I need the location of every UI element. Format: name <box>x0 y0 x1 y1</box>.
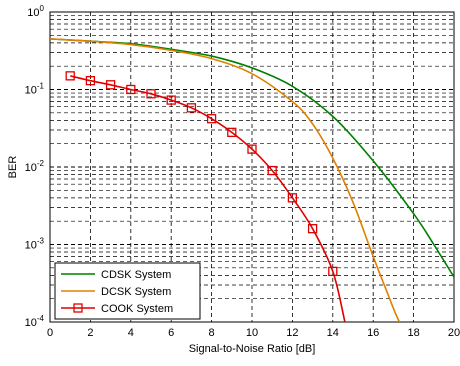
x-tick-label: 0 <box>47 327 53 339</box>
plot-frame <box>49 11 455 323</box>
data-point <box>65 71 75 81</box>
y-tick-label: 10-4 <box>25 314 45 329</box>
x-tick-label: 20 <box>448 327 460 339</box>
y-tick-exponent: -4 <box>37 314 45 323</box>
series-line <box>50 38 454 278</box>
data-point <box>206 114 217 124</box>
data-point <box>227 127 237 137</box>
data-point <box>186 103 197 113</box>
x-tick-label: 14 <box>327 327 339 339</box>
data-point <box>146 89 156 99</box>
legend-item: CDSK System <box>61 269 171 281</box>
series-cdsk-system <box>50 38 454 278</box>
series-line <box>70 75 346 322</box>
y-tick-base: 10 <box>27 7 39 19</box>
series-cook-system <box>65 71 346 322</box>
y-tick-base: 10 <box>25 85 37 97</box>
data-point <box>105 80 116 90</box>
x-tick-label: 10 <box>246 327 258 339</box>
legend-label: DCSK System <box>101 286 171 298</box>
data-point <box>85 76 96 86</box>
y-axis-label: BER <box>7 156 19 179</box>
data-point <box>267 165 277 176</box>
data-point <box>287 193 298 203</box>
legend-item: DCSK System <box>61 286 171 298</box>
y-tick-label: 10-3 <box>25 237 45 252</box>
x-tick-label: 12 <box>286 327 298 339</box>
legend-item: COOK System <box>61 303 173 315</box>
legend-label: COOK System <box>101 303 173 315</box>
y-tick-label: 100 <box>27 4 44 19</box>
y-tick-base: 10 <box>25 240 37 252</box>
data-point <box>247 144 257 154</box>
legend-label: CDSK System <box>101 269 171 281</box>
x-tick-label: 6 <box>168 327 174 339</box>
x-tick-label: 18 <box>407 327 419 339</box>
legend: CDSK System DCSK System COOK System <box>54 262 201 320</box>
y-tick-exponent: -1 <box>37 82 45 91</box>
series-line <box>50 38 401 322</box>
x-axis-label: Signal-to-Noise Ratio [dB] <box>189 343 316 355</box>
grid <box>50 12 454 322</box>
x-tick-label: 8 <box>209 327 215 339</box>
y-tick-base: 10 <box>25 162 37 174</box>
data-point <box>166 95 176 105</box>
y-tick-label: 10-2 <box>25 159 45 174</box>
data-point <box>307 224 318 234</box>
legend-marker <box>73 303 83 313</box>
y-tick-exponent: -2 <box>37 159 45 168</box>
x-tick-label: 4 <box>128 327 134 339</box>
x-tick-label: 2 <box>87 327 93 339</box>
series-layer <box>50 38 454 322</box>
y-tick-exponent: -3 <box>37 237 45 246</box>
data-point <box>126 84 136 95</box>
y-tick-label: 10-1 <box>25 82 45 97</box>
y-tick-exponent: 0 <box>40 4 45 13</box>
x-tick-label: 16 <box>367 327 379 339</box>
y-tick-base: 10 <box>25 317 37 329</box>
series-dcsk-system <box>50 38 401 322</box>
data-point <box>328 266 338 277</box>
